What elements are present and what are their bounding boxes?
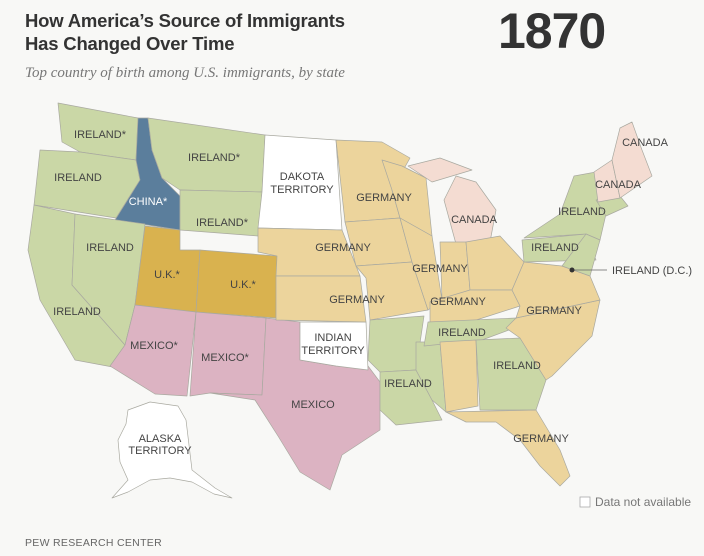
state bbox=[561, 233, 601, 277]
map-label: MEXICO* bbox=[130, 340, 178, 352]
state bbox=[367, 315, 425, 373]
subtitle: Top country of birth among U.S. immigran… bbox=[25, 65, 345, 81]
map-label: CHINA* bbox=[129, 196, 168, 208]
map-label: GERMANY bbox=[356, 192, 412, 204]
state bbox=[423, 317, 521, 347]
source: PEW RESEARCH CENTER bbox=[25, 537, 162, 549]
state bbox=[511, 261, 601, 319]
state bbox=[443, 175, 497, 245]
map-label: IRELAND bbox=[531, 242, 579, 254]
map-label: GERMANY bbox=[430, 296, 486, 308]
map-label: U.K.* bbox=[154, 269, 180, 281]
map-label: IRELAND bbox=[86, 242, 134, 254]
dc-marker bbox=[569, 267, 575, 273]
map-label: GERMANY bbox=[329, 294, 385, 306]
map-label: MEXICO bbox=[291, 399, 335, 411]
map-label: IRELAND bbox=[54, 172, 102, 184]
map-label: CANADA bbox=[451, 214, 498, 226]
map-label: GERMANY bbox=[513, 433, 569, 445]
state bbox=[445, 409, 571, 487]
map-label: DAKOTA bbox=[280, 171, 325, 183]
map-label: IRELAND bbox=[384, 378, 432, 390]
labels: IRELAND* IRELAND* DAKOTA TERRITORY CANAD… bbox=[53, 129, 692, 457]
map-label: GERMANY bbox=[526, 305, 582, 317]
map-label: GERMANY bbox=[412, 263, 468, 275]
map-label: U.K.* bbox=[230, 279, 256, 291]
state bbox=[475, 337, 547, 411]
state bbox=[275, 275, 367, 323]
legend: Data not available bbox=[579, 495, 691, 509]
map-label: TERRITORY bbox=[270, 184, 334, 196]
map-label: TERRITORY bbox=[128, 445, 192, 457]
state bbox=[407, 157, 473, 183]
map-label: IRELAND* bbox=[74, 129, 127, 141]
map-label: CANADA bbox=[622, 137, 669, 149]
map-label: IRELAND bbox=[558, 206, 606, 218]
map-label: INDIAN bbox=[314, 332, 351, 344]
title: How America’s Source of Immigrants Has C… bbox=[25, 9, 345, 55]
map-label: IRELAND* bbox=[188, 152, 241, 164]
state bbox=[179, 189, 263, 237]
state bbox=[111, 401, 233, 499]
map-label: IRELAND bbox=[438, 327, 486, 339]
year: 1870 bbox=[498, 3, 606, 59]
legend-label: Data not available bbox=[595, 495, 691, 509]
state bbox=[439, 339, 479, 413]
map-label: GERMANY bbox=[315, 242, 371, 254]
legend-swatch bbox=[579, 496, 591, 508]
map-label: TERRITORY bbox=[301, 345, 365, 357]
title-line: How America’s Source of Immigrants bbox=[25, 10, 345, 31]
map-label: ALASKA bbox=[139, 433, 182, 445]
map-label: IRELAND (D.C.) bbox=[612, 265, 692, 277]
map-label: IRELAND bbox=[53, 306, 101, 318]
state bbox=[505, 299, 601, 381]
title-line: Has Changed Over Time bbox=[25, 33, 235, 54]
map-label: IRELAND bbox=[493, 360, 541, 372]
states bbox=[27, 102, 653, 499]
state bbox=[611, 121, 653, 199]
state bbox=[355, 261, 429, 321]
map-label: IRELAND* bbox=[196, 217, 249, 229]
map-label: CANADA bbox=[595, 179, 642, 191]
map-label: MEXICO* bbox=[201, 352, 249, 364]
